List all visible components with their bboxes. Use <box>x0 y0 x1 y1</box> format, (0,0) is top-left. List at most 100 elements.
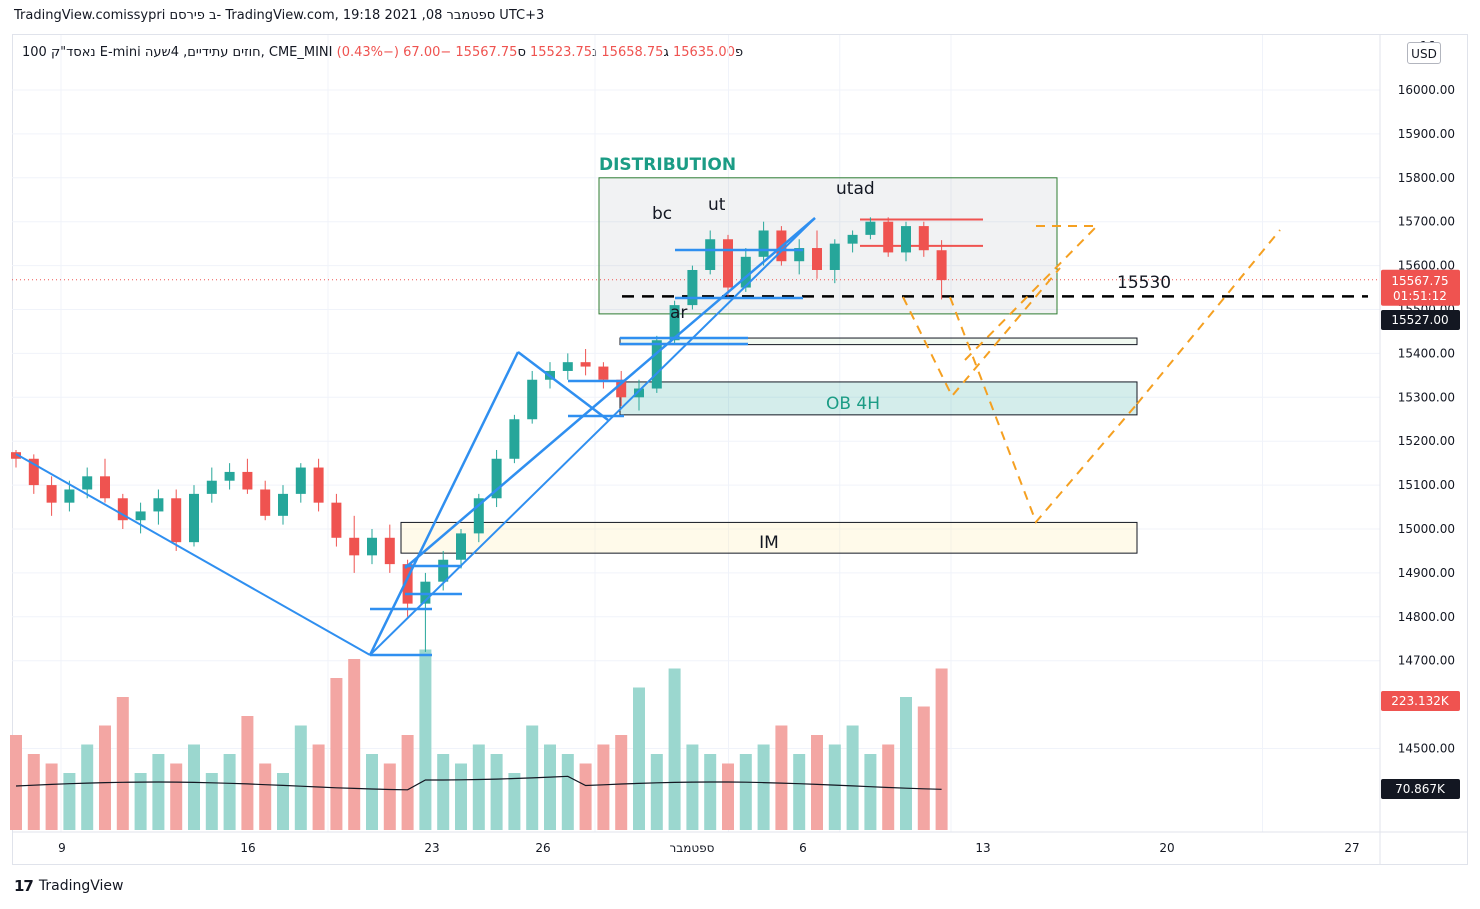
ar-label: ar <box>670 303 687 323</box>
support-thin-box <box>619 337 1138 346</box>
volume-bar <box>401 735 414 830</box>
high-label: ג <box>663 45 669 60</box>
open-label: פ <box>734 45 744 60</box>
x-tick-label: 6 <box>799 841 807 855</box>
ut-label: ut <box>708 195 726 215</box>
candle-body <box>46 485 57 503</box>
bc-label: bc <box>652 204 672 224</box>
candle-body <box>384 537 395 565</box>
volume-bar <box>259 763 272 830</box>
ob-4h-box <box>619 381 1138 416</box>
candle-body <box>206 480 217 494</box>
volume-bar <box>383 763 396 830</box>
candle-body <box>260 489 271 516</box>
candle-body <box>117 498 128 521</box>
volume-bar <box>348 659 361 830</box>
open-value: 15635.00 <box>672 45 735 60</box>
x-tick-label: 9 <box>58 841 66 855</box>
distribution-box <box>598 177 1058 315</box>
y-tick-label: 15100.00 <box>1398 478 1455 492</box>
volume-bar <box>579 763 592 830</box>
chart-frame <box>12 34 1468 865</box>
im-box <box>400 521 1138 554</box>
utad-label: utad <box>836 179 875 199</box>
tradingview-logo-icon: 17 <box>14 877 34 895</box>
candle-body <box>936 250 947 281</box>
volume-bar <box>81 744 94 830</box>
candle-body <box>901 226 911 253</box>
volume-bar <box>811 735 823 830</box>
currency-button[interactable]: USD <box>1407 42 1441 64</box>
candle-body <box>11 452 21 459</box>
volume-bar <box>437 754 450 830</box>
candle-body <box>812 248 822 270</box>
y-tick-label: 15900.00 <box>1398 127 1455 141</box>
y-tick-label: 14900.00 <box>1398 566 1455 580</box>
y-tick-label: 15200.00 <box>1398 434 1455 448</box>
candle-body <box>64 489 75 503</box>
volume-bar <box>757 744 770 830</box>
y-tick-label: 15300.00 <box>1398 390 1455 404</box>
volume-ma-badge <box>1381 779 1460 799</box>
projection-path-e <box>1136 229 1281 405</box>
x-tick-label: 23 <box>424 841 439 855</box>
candle-body <box>402 564 413 604</box>
volume-badge <box>1381 691 1460 711</box>
x-tick-label: 16 <box>240 841 255 855</box>
volume-bar <box>366 754 378 830</box>
y-tick-label: 14700.00 <box>1398 654 1455 668</box>
level-15530-label: 15530 <box>1117 273 1171 293</box>
ob-4h-label: OB 4H <box>826 394 880 414</box>
candle-body <box>295 467 306 494</box>
candle-body <box>758 230 769 257</box>
symbol-name[interactable]: נאסד"ק 100 E-mini חוזים עתידיים, 4שעה, C… <box>22 45 333 60</box>
volume-bar <box>277 773 289 830</box>
candle-body <box>598 366 609 380</box>
volume-bar <box>134 773 147 830</box>
candle-body <box>82 476 93 490</box>
y-tick-label: 15800.00 <box>1398 171 1455 185</box>
y-tick-label: 14500.00 <box>1398 742 1455 756</box>
candle-body <box>135 511 146 521</box>
symbol-legend: נאסד"ק 100 E-mini חוזים עתידיים, 4שעה, C… <box>22 45 743 60</box>
candle-body <box>918 226 929 251</box>
uptrend-line <box>369 217 816 656</box>
volume-bar <box>188 744 200 830</box>
volume-bar <box>223 754 236 830</box>
projection-path-a <box>902 267 1061 398</box>
volume-bar <box>544 744 556 830</box>
y-tick-label: 15400.00 <box>1398 346 1455 360</box>
x-tick-label: 13 <box>975 841 990 855</box>
candle-body <box>456 533 466 560</box>
candle-body <box>153 498 164 512</box>
candle-body <box>367 537 377 556</box>
y-tick-label: 14800.00 <box>1398 610 1455 624</box>
y-tick-label: 15000.00 <box>1398 522 1455 536</box>
candle-body <box>100 476 110 499</box>
candle-body <box>847 234 858 244</box>
volume-bar <box>704 754 717 830</box>
projection-path-b <box>949 296 1138 524</box>
volume-bar <box>294 725 307 830</box>
x-tick-label: 26 <box>535 841 550 855</box>
volume-bar <box>686 744 699 830</box>
last-price-badge <box>1381 269 1460 306</box>
volume-ma-line <box>15 775 942 791</box>
volume-bar <box>10 735 22 830</box>
volume-bar <box>597 744 610 830</box>
candle-body <box>616 379 627 398</box>
volume-bar <box>116 697 129 830</box>
change-value: −67.00 (−0.43%) <box>336 45 452 60</box>
level-price-badge <box>1381 310 1460 330</box>
volume-bar <box>455 763 467 830</box>
tradingview-footer[interactable]: 17 TradingView <box>14 877 123 895</box>
candle-body <box>580 362 591 367</box>
last-price-badge-value: 15567.75 <box>1391 274 1448 288</box>
candle-body <box>473 498 484 534</box>
candle-body <box>278 493 288 516</box>
volume-badge-value: 223.132K <box>1391 694 1450 708</box>
candle-body <box>349 537 360 556</box>
candle-body <box>438 559 449 582</box>
low-value: 15523.75 <box>530 45 593 60</box>
